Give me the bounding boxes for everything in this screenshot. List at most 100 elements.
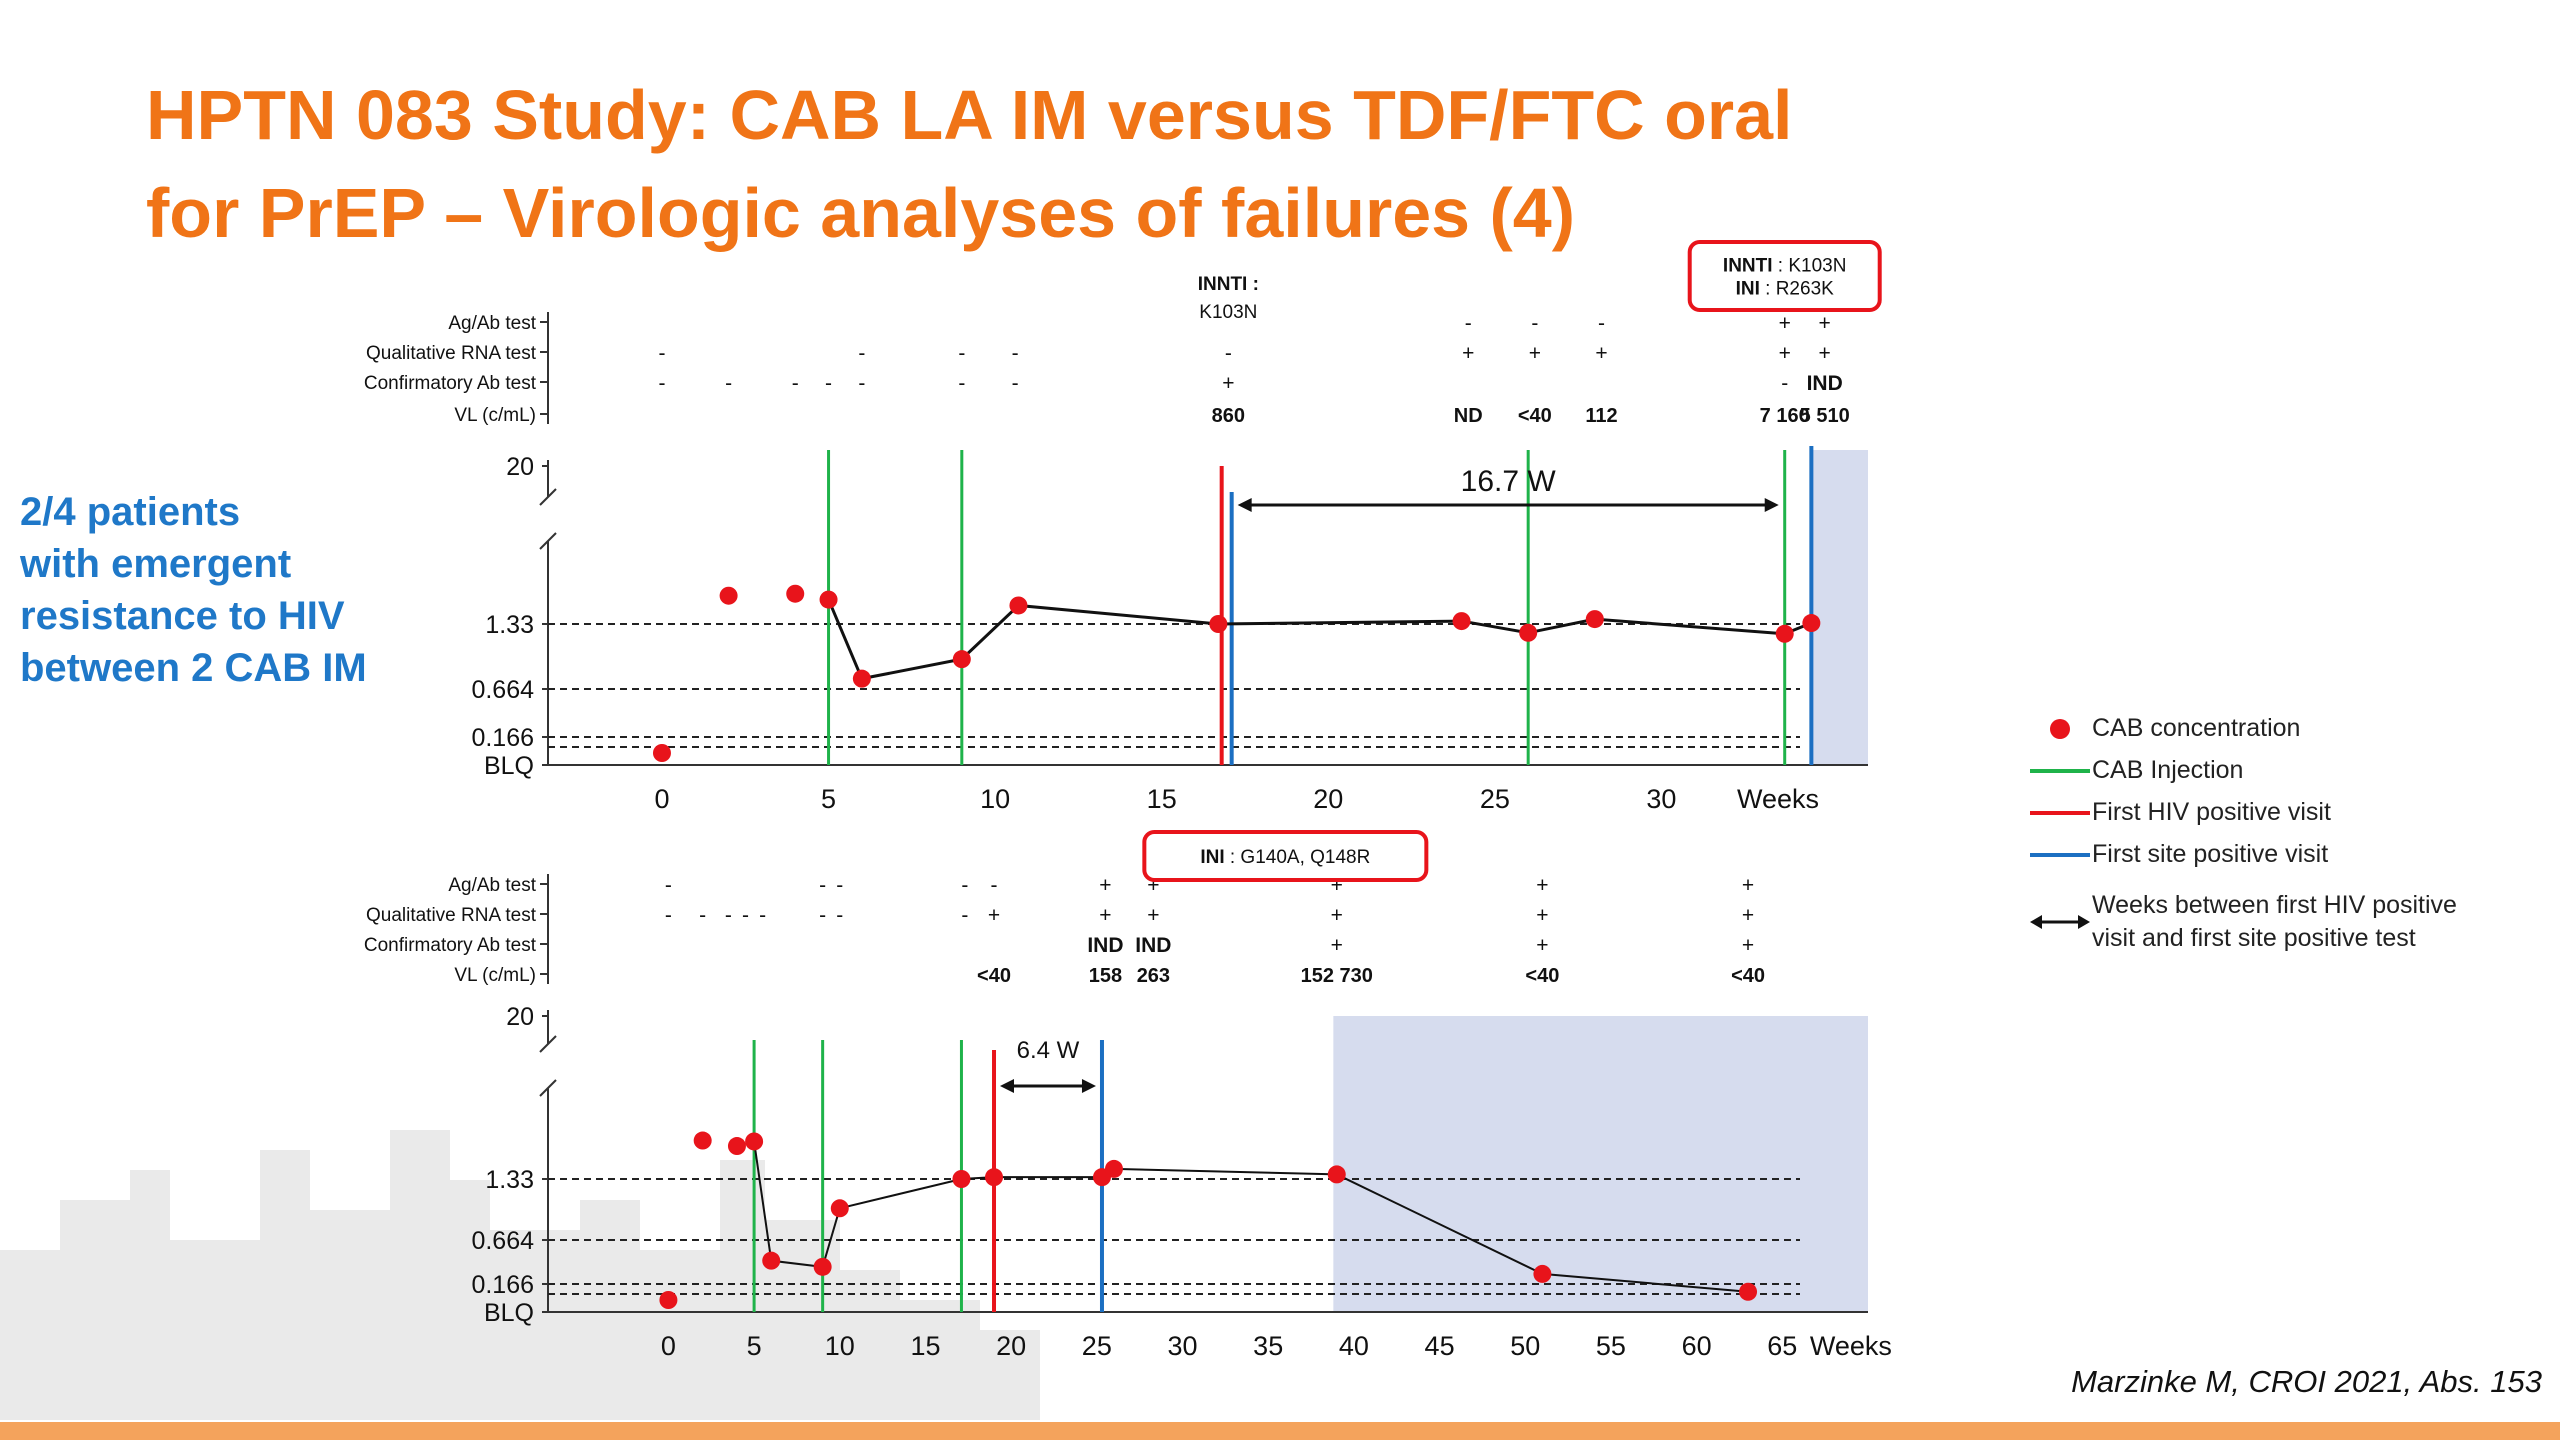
x-tick-label: 20 [996,1331,1026,1361]
cab-concentration-point [1775,624,1794,643]
y-tick-label: 0.664 [471,676,534,704]
interval-arrowhead [1764,498,1779,512]
legend-item-first-site-positive: First site positive visit [2028,838,2548,871]
test-result: - [991,874,998,897]
interval-arrowhead [1000,1079,1015,1093]
cab-concentration-point [659,1291,678,1309]
test-result: + [988,904,1000,927]
cab-concentration-point [693,1131,712,1150]
cab-concentration-point [1739,1282,1758,1301]
test-result: - [958,342,965,365]
cab-concentration-point [1009,596,1028,615]
test-result: - [725,372,732,395]
test-row-label: Qualitative RNA test [366,905,537,926]
test-result: + [1529,342,1541,365]
test-result: + [1536,934,1548,957]
test-result: - [725,904,732,927]
test-result: - [658,342,665,365]
test-result: - [1531,312,1538,335]
axis-break-mark [539,1079,557,1097]
cab-concentration-line [827,599,1812,681]
test-result: <40 [1525,965,1559,987]
test-row-label: VL (c/mL) [454,405,536,426]
x-tick-label: 30 [1167,1331,1197,1361]
x-tick-label: 5 [747,1331,762,1361]
test-result: + [1819,312,1831,335]
x-tick-label: 0 [654,784,669,814]
cab-concentration-point [1802,614,1821,633]
test-result: + [1222,372,1234,395]
test-result: - [1598,312,1605,335]
cab-concentration-point [1104,1159,1123,1178]
test-result: - [858,372,865,395]
test-result: - [1012,342,1019,365]
note-line: resistance to HIV [20,594,345,638]
legend-label: CAB Injection [2092,756,2244,784]
x-tick-label: 35 [1253,1331,1283,1361]
resistance-mutation: INNTI : K103N [1723,256,1847,277]
test-result: <40 [977,965,1011,987]
cab-concentration-point [1519,623,1538,642]
test-result: - [759,904,766,927]
x-tick-label: 50 [1510,1331,1540,1361]
test-result: + [1742,904,1754,927]
test-result: + [1331,934,1343,957]
test-row-label: VL (c/mL) [454,965,536,986]
test-result: ND [1454,405,1483,427]
x-tick-label: 60 [1682,1331,1712,1361]
test-result: - [1225,342,1232,365]
legend-item-first-hiv-positive: First HIV positive visit [2028,796,2548,829]
test-result: - [961,874,968,897]
green-line-icon [2028,754,2092,787]
x-tick-label: 65 [1767,1331,1797,1361]
double-arrow-icon [2028,889,2092,955]
test-result: + [1536,874,1548,897]
test-result: 112 [1585,405,1617,427]
test-row-label: Qualitative RNA test [366,343,537,364]
shaded-region [1333,1016,1868,1312]
test-result: 7 160 [1760,405,1810,427]
cab-concentration-point [786,584,805,603]
legend: CAB concentration CAB Injection First HI… [2028,712,2548,964]
cab-concentration-point [1209,615,1228,633]
y-tick-label: 20 [506,453,534,481]
test-result: - [1012,372,1019,395]
axis-break-mark [539,532,557,550]
cab-concentration-point [1585,610,1604,629]
note-line: 2/4 patients [20,490,241,534]
test-result: - [1465,312,1472,335]
x-tick-label: 5 [821,784,836,814]
test-result: IND [1807,372,1843,395]
x-axis-unit: Weeks [1810,1331,1892,1361]
test-row-label: Ag/Ab test [448,313,536,334]
blue-line-icon [2028,838,2092,871]
cab-concentration-point [1327,1165,1346,1184]
note-line: between 2 CAB IM [20,646,367,690]
test-result: - [836,874,843,897]
cab-concentration-point [652,744,671,762]
legend-label: Weeks between first HIV positive [2092,891,2457,919]
interval-arrowhead [1237,498,1252,512]
y-tick-label: 0.166 [471,724,534,752]
legend-item-cab-concentration: CAB concentration [2028,712,2548,745]
test-result: - [792,372,799,395]
legend-label: First HIV positive visit [2092,798,2331,826]
test-result: - [699,904,706,927]
cab-concentration-point [830,1199,849,1218]
test-result: - [1781,372,1788,395]
test-result: <40 [1731,965,1765,987]
test-result: - [665,874,672,897]
test-result: 158 [1089,965,1122,987]
test-result: - [819,874,826,897]
legend-label: visit and first site positive test [2092,924,2416,952]
test-result: IND [1087,934,1123,957]
x-tick-label: 45 [1425,1331,1455,1361]
test-result: 860 [1212,405,1245,427]
test-result: - [958,372,965,395]
cab-concentration-point [819,590,838,609]
mutation-annotation: INNTI : [1198,274,1259,295]
